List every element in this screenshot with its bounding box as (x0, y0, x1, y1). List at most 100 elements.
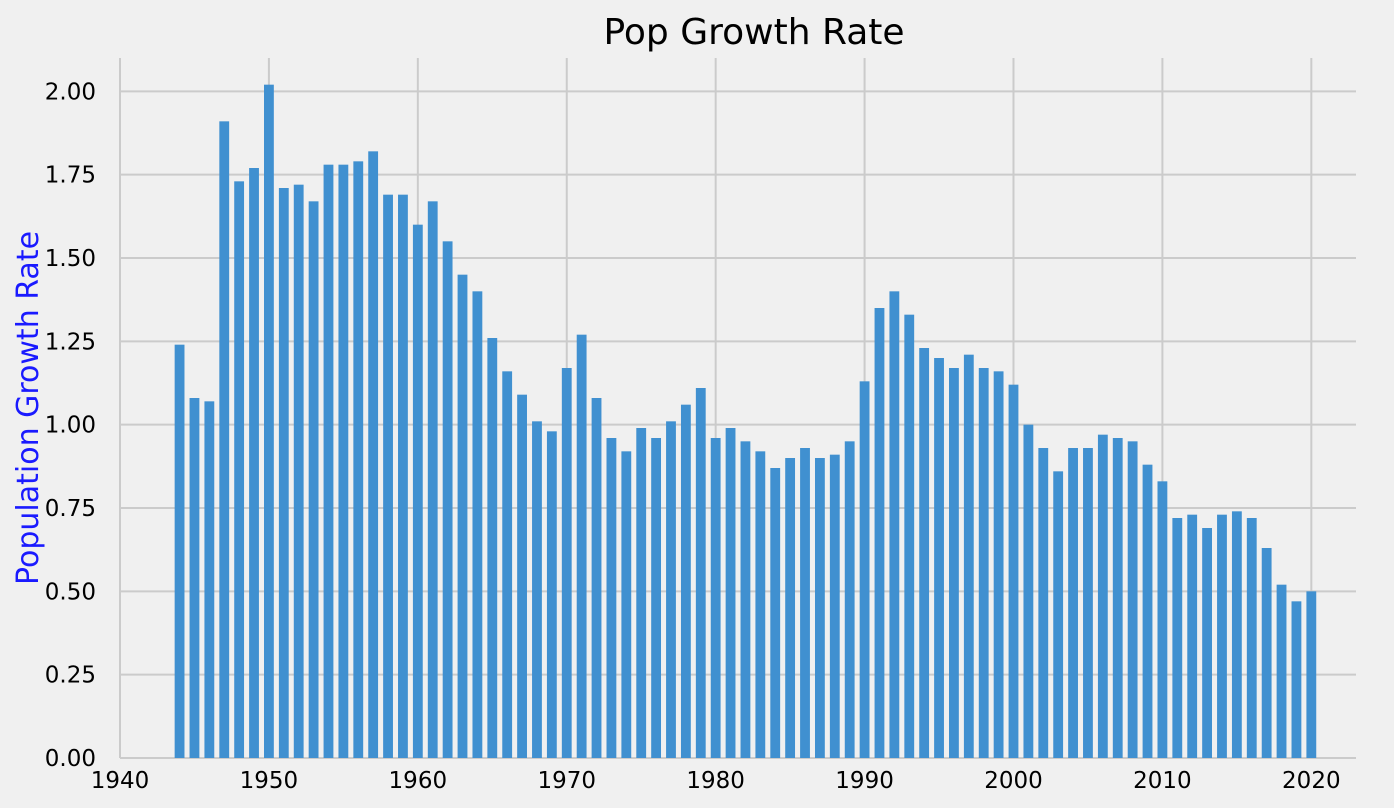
bar (770, 468, 781, 758)
bar (1127, 441, 1138, 758)
bar (323, 164, 334, 758)
x-tick-label: 1960 (389, 768, 448, 794)
bar (1202, 528, 1212, 758)
bar (844, 441, 855, 758)
y-tick-label: 0.00 (45, 746, 96, 772)
y-tick-label: 2.00 (45, 79, 96, 105)
bar (293, 184, 304, 758)
bar (755, 451, 766, 758)
bar (800, 448, 810, 758)
bar (1053, 471, 1064, 758)
bar (219, 121, 230, 759)
bar (874, 308, 885, 758)
bar (1276, 584, 1287, 758)
bar (1142, 464, 1153, 758)
bar (785, 458, 796, 758)
bar (1097, 434, 1108, 758)
bar (889, 291, 900, 758)
bar (487, 338, 498, 758)
bar (978, 368, 989, 758)
bar (993, 371, 1004, 758)
bar (427, 201, 438, 759)
bar (725, 428, 736, 758)
bars (174, 84, 1317, 759)
bar (591, 398, 602, 758)
y-tick-label: 1.50 (45, 246, 96, 272)
x-tick-label: 2000 (984, 768, 1043, 794)
x-tick-label: 1970 (537, 768, 596, 794)
bar (934, 358, 944, 758)
x-tick-label: 1980 (686, 768, 745, 794)
bar (1217, 514, 1227, 758)
bar (829, 454, 840, 758)
bar (234, 181, 245, 759)
y-tick-label: 1.75 (45, 163, 96, 189)
bar (189, 398, 200, 758)
bar (278, 188, 289, 758)
bar (666, 421, 676, 758)
y-tick-label: 0.50 (45, 579, 96, 605)
bar (621, 451, 632, 758)
bar (517, 394, 527, 758)
bar (949, 368, 959, 758)
bar (859, 381, 870, 758)
y-tick-label: 1.00 (45, 413, 96, 439)
bar (1246, 518, 1257, 758)
bar (308, 201, 319, 759)
bar (919, 348, 930, 758)
bar (472, 291, 483, 758)
bar (606, 438, 617, 758)
bar (1112, 438, 1123, 758)
bar (353, 161, 364, 759)
bar (1023, 424, 1034, 758)
y-tick-label: 0.25 (45, 663, 96, 689)
bar (963, 354, 974, 758)
bar (651, 438, 662, 758)
x-tick-label: 1950 (240, 768, 299, 794)
bar (412, 224, 423, 758)
bar (368, 151, 379, 759)
x-tick-label: 1940 (91, 768, 150, 794)
bar (1306, 591, 1317, 758)
bar (814, 458, 825, 758)
bar (576, 334, 587, 758)
bar (1008, 384, 1019, 758)
chart-title: Pop Growth Rate (603, 12, 904, 53)
bar (1038, 448, 1049, 758)
bar (561, 368, 572, 758)
bar (1231, 511, 1242, 758)
bar (680, 404, 691, 758)
bar (383, 194, 393, 758)
bar (338, 164, 349, 758)
bar (1261, 548, 1272, 758)
y-tick-label: 1.25 (45, 329, 96, 355)
bar (740, 441, 751, 758)
bar (502, 371, 513, 758)
bar (1083, 448, 1093, 758)
x-tick-label: 1990 (835, 768, 894, 794)
bar (249, 168, 259, 758)
bar (442, 241, 453, 759)
y-tick-label: 0.75 (45, 496, 96, 522)
bar (457, 274, 468, 758)
bar (1187, 514, 1198, 758)
bar (695, 388, 706, 758)
plot-background (120, 58, 1356, 758)
y-axis-label: Population Growth Rate (11, 231, 46, 585)
bar (532, 421, 542, 758)
bar (904, 314, 915, 758)
bar (1068, 448, 1078, 758)
bar (636, 428, 647, 758)
bar (174, 344, 185, 758)
bar (1291, 601, 1302, 758)
y-tick-labels: 0.00 0.25 0.50 0.75 1.00 1.25 1.50 1.75 2.00 (45, 79, 96, 772)
x-tick-label: 2020 (1282, 768, 1341, 794)
bar (398, 194, 408, 758)
bar (1157, 481, 1168, 758)
x-tick-label: 2010 (1133, 768, 1192, 794)
bar (264, 84, 274, 758)
bar (204, 401, 215, 758)
bar (546, 431, 557, 758)
